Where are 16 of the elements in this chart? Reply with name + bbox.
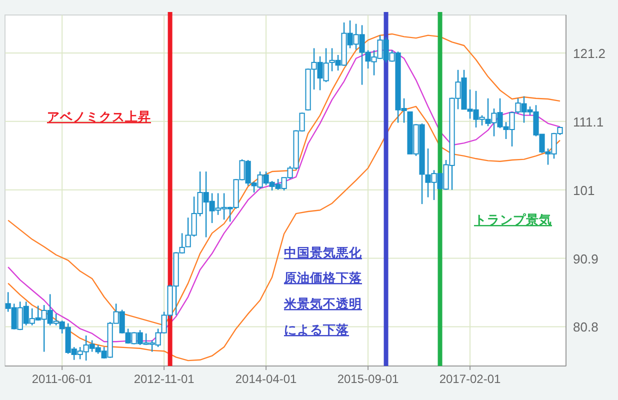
x-tick-label: 2011-06-01 — [32, 372, 93, 386]
y-tick-label: 111.1 — [573, 114, 604, 130]
annotation: 米景気不透明 — [284, 297, 362, 311]
x-tick-label: 2015-09-01 — [337, 372, 400, 386]
y-tick-label: 121.2 — [573, 46, 606, 61]
annotation: 原油価格下落 — [284, 271, 362, 285]
annotation: による下落 — [284, 323, 349, 337]
x-tick-label: 2012-11-01 — [134, 372, 195, 386]
y-tick-label: 90.9 — [573, 251, 598, 266]
annotation: 中国景気悪化 — [284, 246, 362, 260]
y-tick-label: 80.8 — [573, 320, 598, 335]
annotation: トランプ景気 — [474, 213, 552, 227]
annotation: アベノミクス上昇 — [47, 110, 151, 124]
x-tick-label: 2017-02-01 — [439, 372, 502, 386]
y-tick-label: 101 — [573, 182, 595, 198]
x-tick-label: 2014-04-01 — [235, 372, 298, 386]
